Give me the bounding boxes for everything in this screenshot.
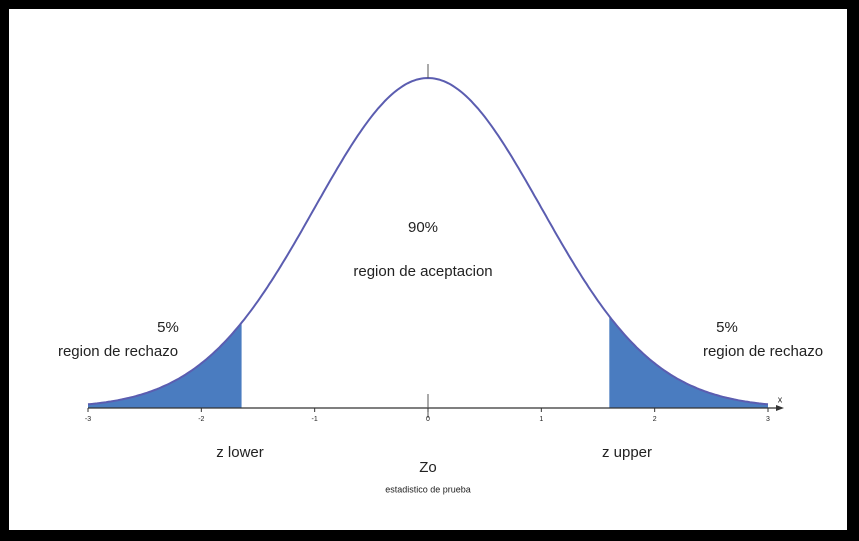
z-upper: z upper: [602, 444, 652, 461]
right-rejection-area: [609, 316, 768, 408]
canvas: [9, 9, 847, 530]
right-label: region de rechazo: [703, 343, 823, 360]
statistic-label: estadistico de prueba: [385, 484, 471, 494]
center-percent: 90%: [408, 219, 438, 236]
left-percent: 5%: [157, 319, 179, 336]
left-label: region de rechazo: [58, 343, 178, 360]
right-percent: 5%: [716, 319, 738, 336]
axis-label: x: [778, 394, 783, 404]
center-label: region de aceptacion: [353, 263, 492, 280]
tick-label: 3: [766, 416, 770, 423]
statistic-symbol: Zo: [419, 459, 437, 476]
tick-label: 2: [653, 416, 657, 423]
axis-arrow: [776, 405, 784, 411]
tick-label: 0: [426, 416, 430, 423]
plot: -3 -2 -1 0 1 2 3: [85, 64, 784, 423]
tick-label: -1: [312, 416, 318, 423]
tick-label: -3: [85, 416, 91, 423]
tick-label: -2: [198, 416, 204, 423]
z-lower: z lower: [216, 444, 264, 461]
left-rejection-area: [88, 322, 242, 408]
tick-label: 1: [539, 416, 543, 423]
